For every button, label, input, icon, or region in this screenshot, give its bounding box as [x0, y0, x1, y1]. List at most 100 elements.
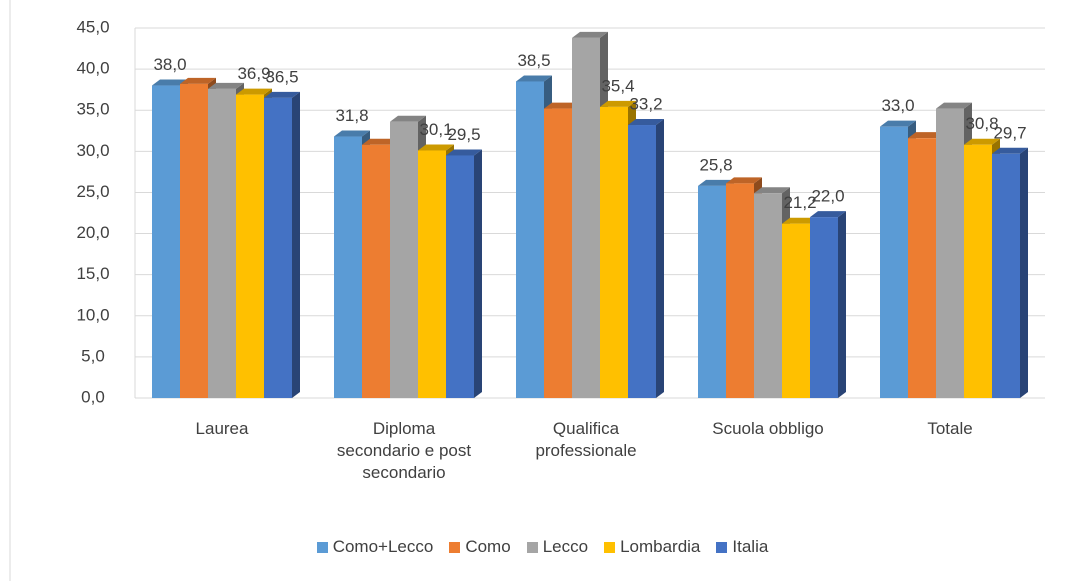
- bar: [544, 108, 572, 399]
- bar-top: [236, 88, 272, 95]
- data-label: 36,9: [237, 64, 270, 83]
- x-tick-label: Totale: [927, 419, 973, 438]
- bar: [516, 81, 544, 398]
- bar-top: [992, 147, 1028, 154]
- legend-swatch: [449, 541, 461, 553]
- bar: [880, 126, 908, 399]
- bar-side: [474, 149, 482, 398]
- bar: [418, 150, 446, 398]
- bar: [754, 193, 782, 398]
- bar: [446, 155, 474, 398]
- bar: [180, 83, 208, 399]
- bar-top: [390, 115, 426, 122]
- legend-label: Lombardia: [620, 537, 701, 556]
- data-label: 36,5: [265, 67, 298, 86]
- bar-top: [600, 100, 636, 107]
- bar-side: [1020, 147, 1028, 398]
- x-tick-label: Scuola obbligo: [712, 419, 824, 438]
- bar: [264, 97, 292, 398]
- y-tick-label: 45,0: [76, 17, 109, 36]
- y-tick-label: 15,0: [76, 264, 109, 283]
- y-tick-label: 25,0: [76, 182, 109, 201]
- bar: [964, 144, 992, 398]
- bar-top: [418, 144, 454, 151]
- legend-item: Como: [449, 537, 511, 557]
- bar: [992, 153, 1020, 398]
- bar-top: [334, 130, 370, 137]
- bar: [628, 125, 656, 399]
- bar: [600, 106, 628, 398]
- x-tick-label: Qualifica professionale: [535, 419, 637, 460]
- legend-item: Lecco: [526, 537, 589, 557]
- bar-side: [838, 211, 846, 398]
- data-label: 29,7: [993, 123, 1026, 142]
- x-tick-label: Diploma secondario e post secondario: [336, 419, 472, 482]
- legend-item: Lombardia: [604, 537, 700, 557]
- bar-side: [292, 91, 300, 398]
- y-tick-label: 0,0: [81, 387, 105, 406]
- y-tick-label: 35,0: [76, 100, 109, 119]
- bar: [908, 138, 936, 398]
- bar-side: [656, 119, 664, 399]
- bar: [236, 94, 264, 398]
- bar-top: [698, 179, 734, 186]
- bar: [810, 217, 838, 398]
- bar-top: [446, 149, 482, 156]
- bar: [572, 37, 600, 398]
- legend-label: Como+Lecco: [332, 537, 434, 556]
- data-label: 38,0: [153, 55, 186, 74]
- bar-top: [264, 91, 300, 98]
- legend-swatch: [316, 541, 328, 553]
- y-tick-label: 30,0: [76, 141, 109, 160]
- bar-top: [782, 217, 818, 224]
- bar: [208, 88, 236, 398]
- legend: Como+Lecco Como Lecco Lombardia Italia: [0, 537, 1085, 557]
- legend-label: Lecco: [542, 537, 589, 556]
- bar: [936, 108, 964, 399]
- bar-top: [544, 102, 580, 109]
- bar-top: [180, 77, 216, 84]
- bar-top: [908, 132, 944, 139]
- legend-swatch: [604, 541, 616, 553]
- y-tick-label: 40,0: [76, 59, 109, 78]
- data-label: 22,0: [811, 187, 844, 206]
- bar: [726, 183, 754, 398]
- bar-top: [936, 102, 972, 109]
- bar-top: [628, 119, 664, 126]
- x-tick-label: Laurea: [195, 419, 249, 438]
- data-label: 25,8: [699, 155, 732, 174]
- bar-top: [362, 138, 398, 145]
- legend-label: Italia: [732, 537, 769, 556]
- bar: [782, 223, 810, 398]
- data-label: 29,5: [447, 125, 480, 144]
- bar-top: [754, 187, 790, 194]
- data-label: 35,4: [601, 76, 634, 95]
- legend-swatch: [716, 541, 728, 553]
- bar-top: [880, 120, 916, 127]
- data-label: 21,2: [783, 193, 816, 212]
- bar: [152, 85, 180, 399]
- bar-top: [516, 75, 552, 82]
- bar: [362, 144, 390, 398]
- data-label: 30,8: [965, 114, 998, 133]
- data-label: 31,8: [335, 106, 368, 125]
- data-label: 33,2: [629, 95, 662, 114]
- bar-top: [810, 211, 846, 218]
- bar-top: [572, 31, 608, 38]
- bar-top: [152, 79, 188, 86]
- legend-item: Como+Lecco: [316, 537, 434, 557]
- y-tick-label: 5,0: [81, 346, 105, 365]
- y-tick-label: 20,0: [76, 223, 109, 242]
- bar: [390, 121, 418, 398]
- legend-item: Italia: [716, 537, 768, 557]
- data-label: 38,5: [517, 51, 550, 70]
- y-tick-label: 10,0: [76, 305, 109, 324]
- bar-top: [208, 82, 244, 89]
- bar: [334, 136, 362, 399]
- legend-label: Como: [465, 537, 511, 556]
- legend-swatch: [526, 541, 538, 553]
- bar: [698, 185, 726, 398]
- data-label: 33,0: [881, 96, 914, 115]
